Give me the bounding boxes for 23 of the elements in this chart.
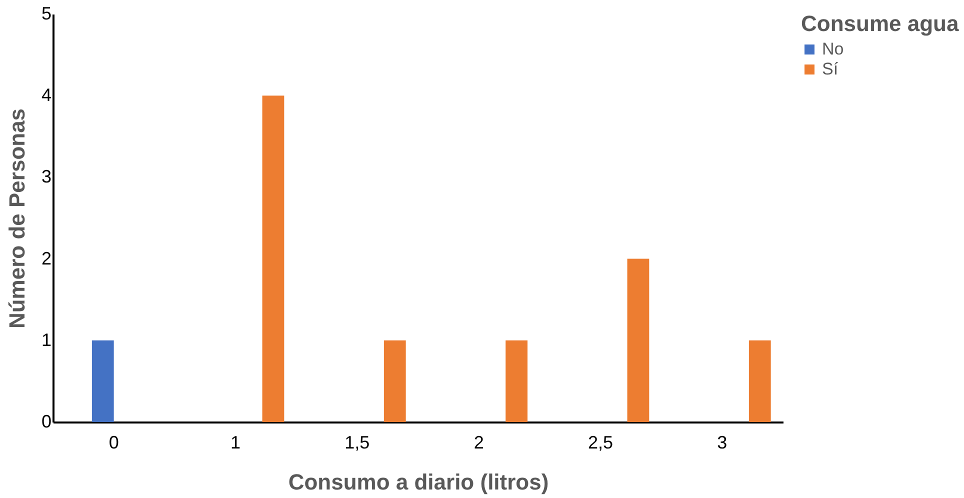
x-tick-label: 2 [474,432,484,452]
bar [384,340,406,422]
y-tick-label: 0 [41,412,52,432]
legend-label: No [822,40,844,58]
bar [748,340,771,422]
x-tick-label: 1 [230,432,241,452]
y-tick-label: 3 [41,166,52,187]
legend-label: Sí [822,60,838,78]
bar [627,258,650,422]
y-tick-label: 1 [41,330,52,350]
x-axis-title: Consumo a diario (litros) [288,470,549,494]
x-tick-label: 1,5 [344,432,370,452]
x-tick-label: 3 [717,432,728,452]
x-tick-label: 0 [108,432,119,452]
y-tick-label: 4 [41,85,52,106]
y-tick-label: 2 [41,248,52,268]
legend-title: Consume agua [801,11,960,36]
y-tick-label: 5 [41,4,52,24]
bar [506,340,528,422]
y-axis-title: Número de Personas [4,108,30,329]
bar [262,96,284,422]
bar [92,340,114,422]
x-tick-label: 2,5 [588,432,614,452]
